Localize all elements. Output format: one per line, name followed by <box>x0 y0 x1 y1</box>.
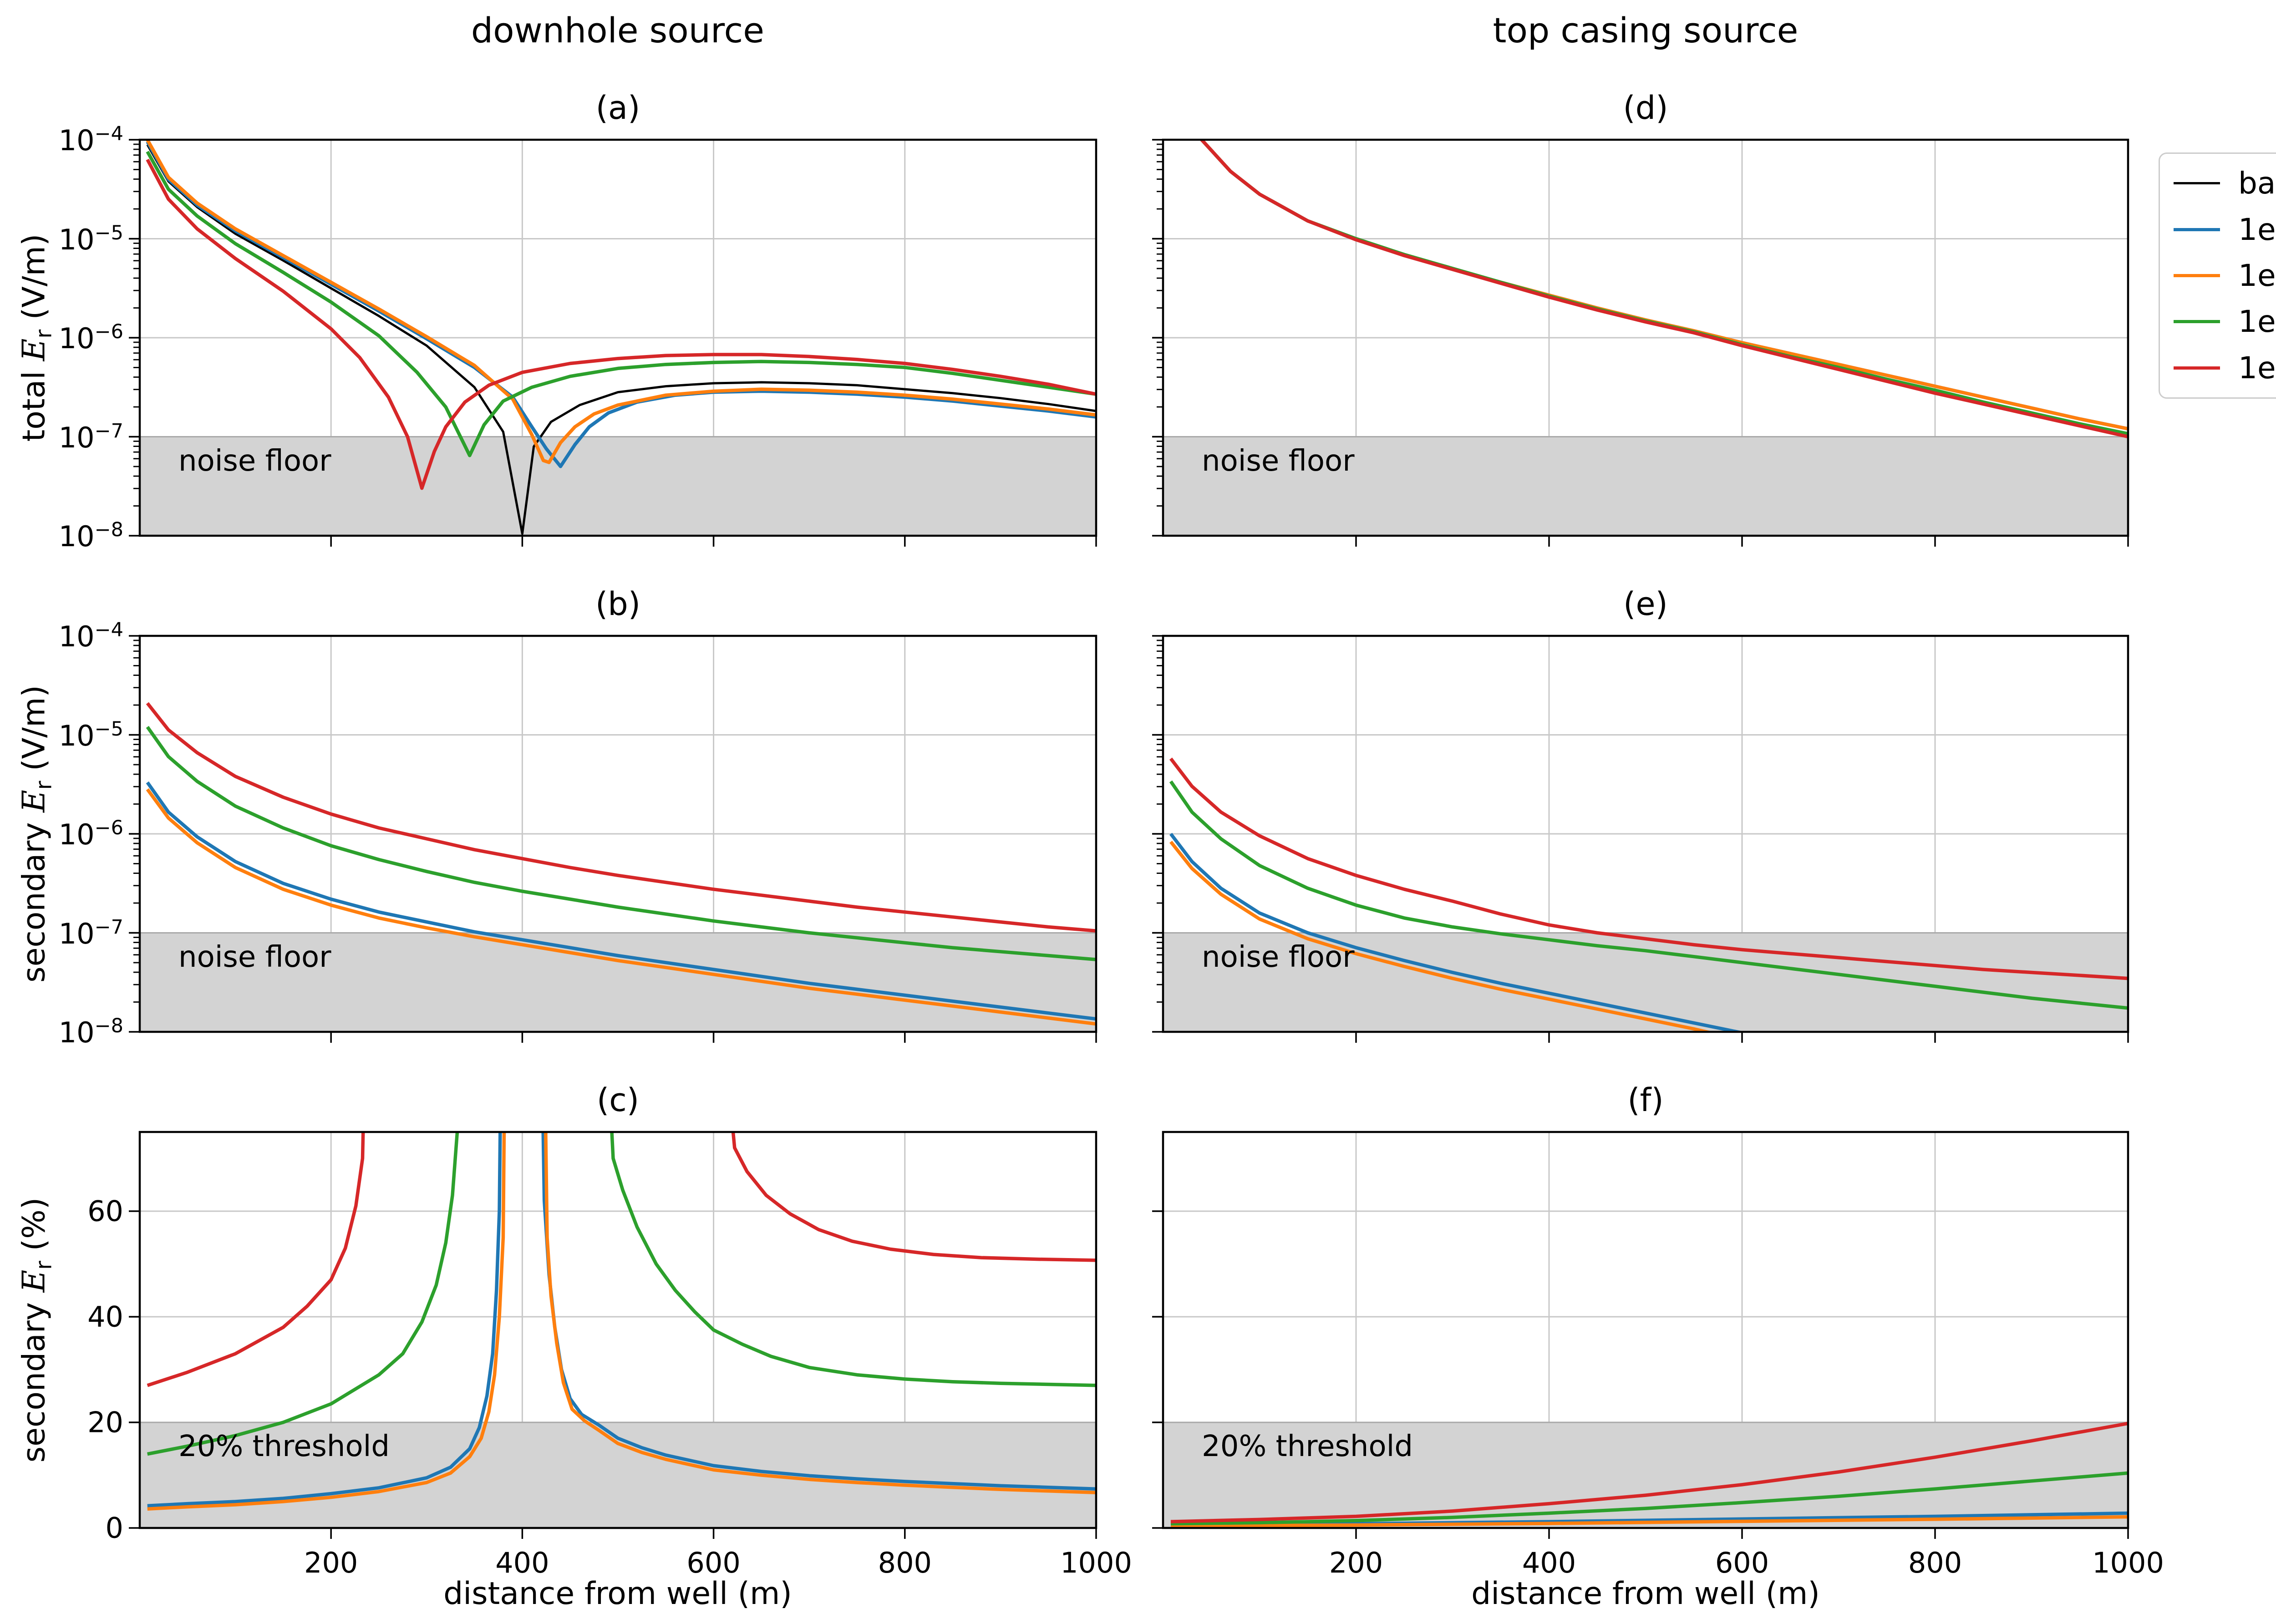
series-1e+00-s-m <box>147 1132 1096 1456</box>
legend-item-1e-03: 1e-03 S/m <box>2174 212 2276 247</box>
legend-item-1e+01: 1e+01 S/m <box>2174 350 2276 386</box>
x-tick-label: 800 <box>878 1546 932 1579</box>
series-1e-03-s-m <box>146 781 1096 1021</box>
x-tick-label: 200 <box>304 1546 358 1579</box>
legend-line-1e-02 <box>2174 274 2220 277</box>
noise-floor-band <box>140 436 1096 536</box>
noise-floor-band <box>140 933 1096 1032</box>
series-1e-03-s-m <box>1169 832 1745 1032</box>
series-baseline <box>146 144 1096 535</box>
x-tick-label: 1000 <box>2092 1546 2164 1579</box>
y-tick-label: 60 <box>87 1194 123 1228</box>
legend: baseline 1e-03 S/m 1e-02 S/m 1e+00 S/m 1… <box>2159 152 2276 399</box>
series-1e-02-s-m <box>1169 841 1714 1032</box>
y-tick-label: 10−7 <box>58 915 123 950</box>
x-tick-label: 200 <box>1329 1546 1383 1579</box>
threshold-band <box>1163 1422 2128 1528</box>
axes-spines <box>138 1131 1097 1529</box>
band-label-d: noise floor <box>1202 444 1355 478</box>
noise-floor-band <box>1163 436 2128 536</box>
series-1e+00-s-m <box>146 151 1096 457</box>
legend-line-1e+00 <box>2174 320 2220 324</box>
y-tick-label: 20 <box>87 1406 123 1439</box>
y-tick-label: 10−6 <box>58 320 123 355</box>
y-tick-label: 10−5 <box>58 221 123 256</box>
series-1e-02-s-m <box>1170 1515 2128 1528</box>
panel-e <box>1152 634 2129 1043</box>
x-tick-label: 400 <box>495 1546 549 1579</box>
y-tick-label: 40 <box>87 1300 123 1334</box>
panel-title-f: (f) <box>1627 1081 1664 1119</box>
x-tick-label: 400 <box>1522 1546 1576 1579</box>
series-1e+00-s-m <box>1170 1471 2128 1526</box>
y-tick-label: 10−8 <box>58 518 123 553</box>
y-tick-label: 10−8 <box>58 1015 123 1049</box>
legend-label: 1e+00 S/m <box>2238 304 2276 340</box>
panel-f <box>1152 1131 2129 1539</box>
band-label-f: 20% threshold <box>1202 1430 1413 1463</box>
band-label-b: noise floor <box>178 940 331 974</box>
series-1e-02-s-m <box>147 1132 1096 1511</box>
legend-label: 1e+01 S/m <box>2238 350 2276 386</box>
y-tick-label: 10−7 <box>58 419 123 454</box>
column-title-downhole: downhole source <box>471 10 765 51</box>
panel-d <box>1152 138 2129 547</box>
panel-a <box>129 138 1097 547</box>
series-1e-02-s-m <box>146 140 1096 464</box>
band-label-a: noise floor <box>178 444 331 478</box>
x-tick-label: 1000 <box>1060 1546 1132 1579</box>
legend-label: 1e-03 S/m <box>2238 212 2276 247</box>
legend-line-baseline <box>2174 182 2220 185</box>
series-1e+00-s-m <box>1169 780 2128 1010</box>
y-tick-label: 10−6 <box>58 817 123 851</box>
panel-b <box>129 634 1097 1043</box>
legend-line-1e-03 <box>2174 228 2220 231</box>
x-tick-label: 800 <box>1908 1546 1962 1579</box>
column-title-top-casing: top casing source <box>1493 10 1798 51</box>
legend-label: baseline <box>2238 166 2276 201</box>
x-axis-label-left: distance from well (m) <box>443 1576 792 1612</box>
band-label-c: 20% threshold <box>178 1430 390 1463</box>
y-tick-label: 10−4 <box>58 122 123 157</box>
panel-title-c: (c) <box>596 1081 640 1119</box>
band-label-e: noise floor <box>1202 940 1355 974</box>
series-1e+01-s-m <box>1199 140 2128 439</box>
y-tick-label: 0 <box>105 1511 123 1545</box>
x-tick-label: 600 <box>1715 1546 1769 1579</box>
y-tick-label: 10−5 <box>58 717 123 752</box>
series-1e-02-s-m <box>146 788 1096 1026</box>
legend-line-1e+01 <box>2174 366 2220 370</box>
series-1e+01-s-m <box>1169 757 2128 980</box>
series-1e+00-s-m <box>146 726 1096 961</box>
legend-item-1e-02: 1e-02 S/m <box>2174 258 2276 293</box>
panel-title-a: (a) <box>595 89 640 127</box>
x-tick-label: 600 <box>686 1546 741 1579</box>
legend-item-1e+00: 1e+00 S/m <box>2174 304 2276 339</box>
series-1e+01-s-m <box>146 702 1096 933</box>
series-1e+01-s-m <box>146 158 1096 490</box>
series-1e-03-s-m <box>146 141 1096 468</box>
x-axis-label-right: distance from well (m) <box>1471 1576 1820 1612</box>
series-1e+01-s-m <box>147 1132 1096 1387</box>
series-1e+01-s-m <box>1170 1421 2128 1523</box>
panel-title-d: (d) <box>1623 89 1668 127</box>
legend-item-baseline: baseline <box>2174 166 2276 201</box>
panel-title-e: (e) <box>1623 585 1668 623</box>
legend-label: 1e-02 S/m <box>2238 258 2276 293</box>
panel-title-b: (b) <box>595 585 641 623</box>
axes-spines <box>1162 1131 2129 1529</box>
y-tick-label: 10−4 <box>58 619 123 653</box>
panel-c <box>129 1131 1097 1539</box>
